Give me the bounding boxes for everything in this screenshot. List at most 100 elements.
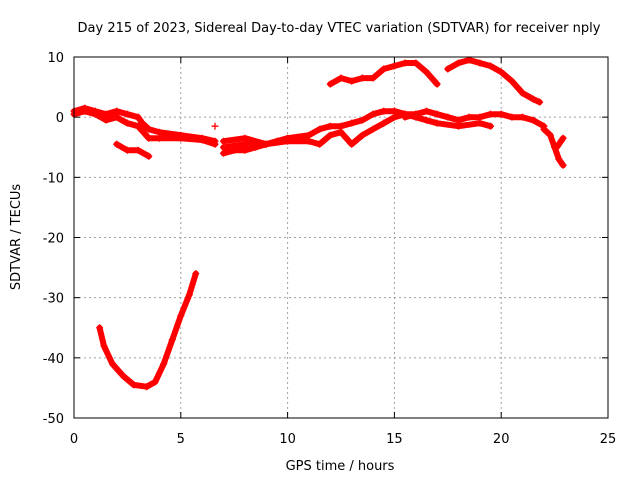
series-trace (553, 135, 567, 151)
series-track-11 (390, 107, 495, 130)
data-point (151, 378, 159, 386)
data-point (444, 113, 452, 121)
data-point (185, 291, 193, 299)
data-point (220, 137, 228, 145)
y-tick-label: -10 (43, 171, 64, 186)
data-point (198, 136, 206, 144)
axis-ticks: 0 5 10 15 20 25 10 0 -10 -20 -30 -40 -50 (43, 51, 617, 447)
data-point (134, 146, 142, 154)
data-point (401, 59, 409, 67)
data-point (348, 140, 356, 148)
data-point (476, 113, 484, 121)
data-point (497, 110, 505, 118)
data-point (348, 119, 356, 127)
data-point (476, 119, 484, 127)
data-points (70, 56, 567, 391)
data-point (177, 134, 185, 142)
data-point (540, 125, 548, 133)
data-point (241, 134, 249, 142)
data-point (380, 65, 388, 73)
data-point (168, 336, 176, 344)
data-point (145, 134, 153, 142)
data-point (422, 116, 430, 124)
series-trace (96, 270, 199, 390)
series-track-3 (113, 140, 153, 160)
data-point (529, 95, 537, 103)
data-point (369, 74, 377, 82)
series-trace (113, 141, 152, 160)
data-point (487, 110, 495, 118)
data-point (91, 110, 99, 118)
data-point (241, 140, 249, 148)
data-point (337, 122, 345, 130)
data-point (326, 131, 334, 139)
y-tick-label: -40 (43, 352, 64, 367)
series-track-14 (553, 134, 567, 151)
data-point (412, 113, 420, 121)
data-point (305, 131, 313, 139)
data-point (326, 80, 334, 88)
data-point (553, 143, 561, 151)
data-point (422, 68, 430, 76)
data-point (102, 110, 110, 118)
grid (74, 57, 608, 418)
data-point (358, 74, 366, 82)
series-track-8 (211, 122, 219, 130)
data-point (155, 128, 163, 136)
data-point (145, 152, 153, 160)
y-tick-label: 10 (47, 51, 64, 66)
x-tick-label: 25 (600, 432, 617, 447)
data-point (123, 119, 131, 127)
data-point (454, 116, 462, 124)
data-point (134, 122, 142, 130)
data-point (412, 59, 420, 67)
data-point (454, 59, 462, 67)
data-point (143, 383, 151, 391)
data-point (390, 113, 398, 121)
data-point (100, 342, 108, 350)
data-point (380, 119, 388, 127)
data-point (113, 113, 121, 121)
data-point (211, 122, 219, 130)
data-point (108, 360, 116, 368)
data-point (519, 113, 527, 121)
data-point (454, 122, 462, 130)
data-point (358, 116, 366, 124)
data-point (465, 113, 473, 121)
data-point (130, 381, 138, 389)
data-point (476, 59, 484, 67)
data-point (96, 324, 104, 332)
data-point (81, 107, 89, 115)
data-point (220, 149, 228, 157)
series-track-9 (326, 59, 441, 88)
series-track-2 (70, 107, 219, 148)
y-axis-label: SDTVAR / TECUs (9, 184, 24, 291)
data-point (529, 116, 537, 124)
data-point (465, 56, 473, 64)
x-tick-label: 20 (493, 432, 510, 447)
data-point (113, 107, 121, 115)
data-point (119, 372, 127, 380)
y-tick-label: -30 (43, 292, 64, 307)
data-point (262, 140, 270, 148)
y-tick-label: 0 (56, 111, 64, 126)
data-point (487, 62, 495, 70)
data-point (444, 65, 452, 73)
data-point (230, 146, 238, 154)
y-tick-label: -20 (43, 232, 64, 247)
x-tick-label: 10 (279, 432, 296, 447)
data-point (546, 131, 554, 139)
data-point (497, 68, 505, 76)
data-point (380, 107, 388, 115)
data-point (369, 125, 377, 133)
y-tick-label: -50 (43, 412, 64, 427)
data-point (422, 107, 430, 115)
series-track-4 (96, 270, 200, 391)
data-point (536, 98, 544, 106)
x-tick-label: 15 (386, 432, 403, 447)
data-point (160, 360, 168, 368)
x-tick-label: 5 (177, 432, 185, 447)
data-point (316, 125, 324, 133)
data-point (134, 113, 142, 121)
